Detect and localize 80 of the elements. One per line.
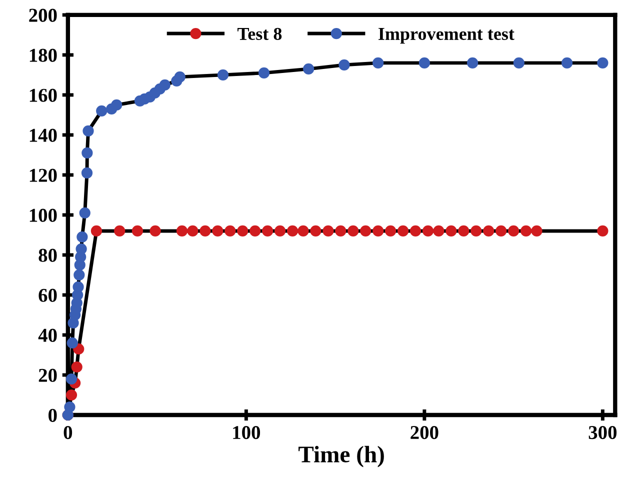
point — [76, 243, 87, 255]
legend-label: Improvement test — [378, 28, 514, 44]
point — [224, 225, 236, 237]
point — [74, 269, 85, 281]
point — [385, 225, 396, 237]
point — [446, 225, 457, 237]
point — [81, 167, 93, 179]
point — [470, 225, 482, 237]
y-tick-label: 40 — [38, 328, 57, 342]
y-tick-label: 0 — [48, 408, 57, 422]
point — [360, 225, 372, 237]
point — [298, 225, 309, 237]
point — [250, 225, 261, 237]
point — [82, 125, 94, 137]
point — [597, 225, 608, 237]
y-tick-label: 140 — [30, 128, 57, 142]
point — [286, 225, 298, 237]
x-tick-label: 0 — [64, 426, 72, 440]
point — [96, 105, 108, 117]
point — [508, 225, 520, 237]
point — [372, 57, 384, 69]
point — [561, 57, 573, 69]
point — [217, 69, 229, 81]
point — [513, 57, 524, 69]
point — [187, 225, 198, 237]
point — [66, 373, 78, 385]
point — [496, 225, 507, 237]
point — [90, 225, 102, 237]
legend-label: Test 8 — [238, 28, 282, 40]
x-tick-label: 300 — [588, 426, 617, 440]
y-tick-label: 180 — [30, 48, 57, 62]
point — [483, 225, 494, 237]
point — [64, 401, 76, 413]
point — [410, 225, 422, 237]
point — [303, 63, 314, 75]
point — [458, 225, 470, 237]
point — [237, 225, 248, 237]
point — [150, 225, 161, 237]
point — [531, 225, 542, 237]
point — [418, 57, 430, 69]
point — [258, 67, 270, 79]
point — [174, 71, 186, 83]
y-tick-label: 160 — [30, 88, 57, 102]
point — [76, 231, 88, 243]
point — [335, 225, 346, 237]
point — [159, 79, 170, 91]
y-tick-label: 20 — [38, 368, 57, 382]
point — [274, 225, 286, 237]
point — [348, 225, 359, 237]
point — [72, 281, 84, 293]
point — [132, 225, 144, 237]
point — [422, 225, 434, 237]
y-tick-label: 100 — [30, 208, 57, 222]
point — [114, 225, 126, 237]
point — [467, 57, 478, 69]
y-tick-label: 60 — [38, 288, 57, 302]
point — [176, 225, 188, 237]
point — [82, 147, 93, 159]
point — [200, 225, 211, 237]
point — [79, 207, 90, 219]
point — [212, 225, 224, 237]
point — [597, 57, 608, 69]
y-tick-label: 120 — [30, 168, 57, 182]
x-tick-label: 200 — [410, 426, 438, 440]
point — [520, 225, 532, 237]
y-tick-label: 200 — [29, 8, 57, 22]
point — [310, 225, 322, 237]
point — [322, 225, 334, 237]
point — [66, 337, 78, 349]
point — [71, 361, 82, 373]
point — [262, 225, 274, 237]
x-axis-title: Time (h) — [298, 446, 384, 468]
point — [111, 99, 122, 111]
y-tick-label: 80 — [38, 248, 57, 262]
point — [338, 59, 350, 71]
point — [397, 225, 409, 237]
point — [66, 389, 78, 401]
point — [433, 225, 444, 237]
point — [372, 225, 384, 237]
x-tick-label: 100 — [233, 426, 260, 440]
